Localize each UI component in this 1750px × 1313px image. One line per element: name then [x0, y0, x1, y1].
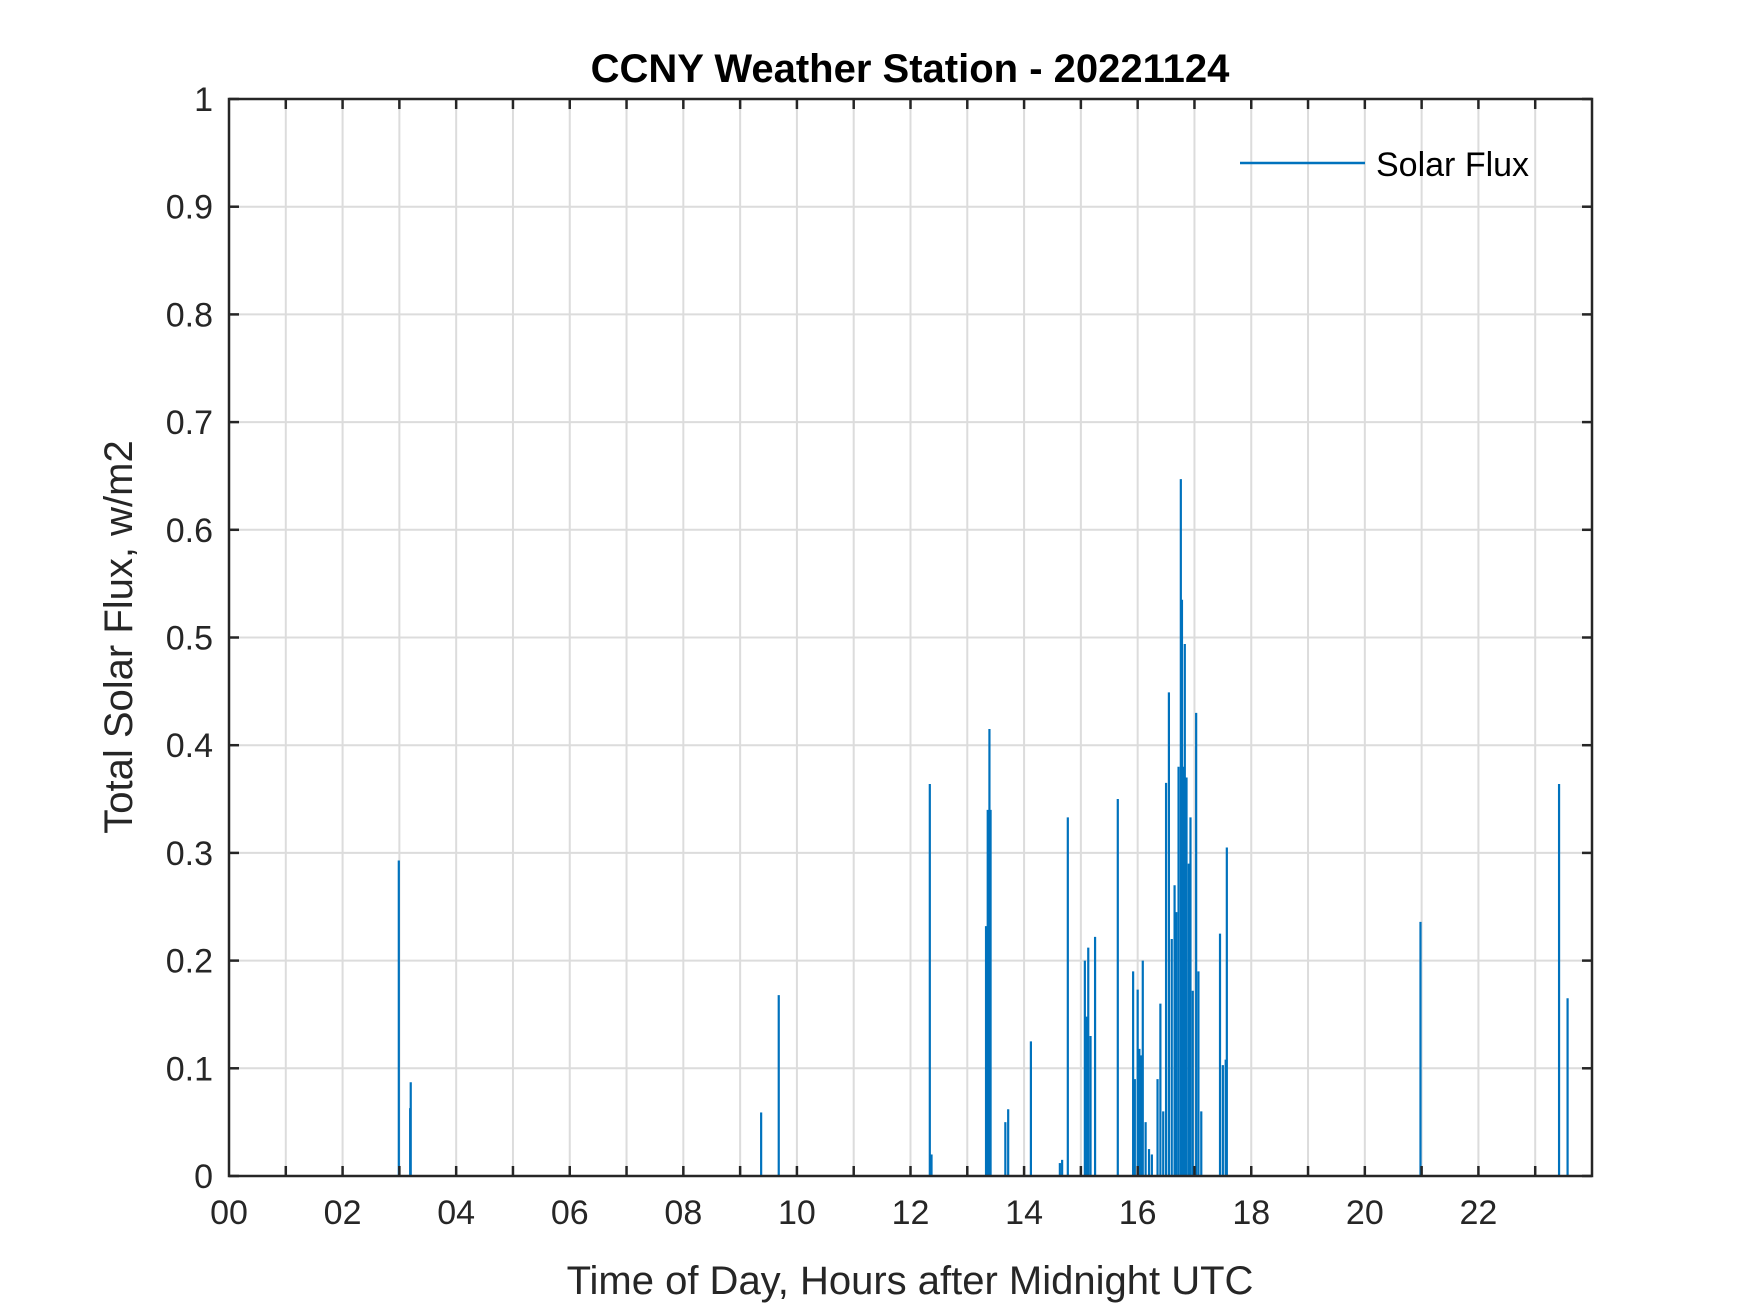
chart-title: CCNY Weather Station - 20221124 — [591, 47, 1231, 91]
x-tick-label: 18 — [1232, 1194, 1270, 1232]
y-tick-label: 0.6 — [166, 512, 213, 550]
x-axis-label: Time of Day, Hours after Midnight UTC — [567, 1259, 1254, 1303]
x-tick-label: 00 — [210, 1194, 248, 1232]
y-tick-label: 0.4 — [166, 727, 213, 765]
x-tick-label: 16 — [1119, 1194, 1157, 1232]
x-tick-label: 12 — [892, 1194, 930, 1232]
x-tick-label: 10 — [778, 1194, 816, 1232]
x-tick-label: 08 — [664, 1194, 702, 1232]
y-tick-label: 0.5 — [166, 620, 213, 658]
x-tick-label: 06 — [551, 1194, 589, 1232]
y-tick-label: 0.8 — [166, 296, 213, 334]
y-tick-label: 0.1 — [166, 1050, 213, 1088]
y-tick-label: 0.2 — [166, 943, 213, 981]
y-tick-label: 0.9 — [166, 189, 213, 227]
y-axis-label: Total Solar Flux, w/m2 — [97, 440, 141, 833]
grid — [229, 99, 1592, 1176]
legend: Solar Flux — [1240, 146, 1529, 184]
y-tick-label: 0 — [194, 1158, 213, 1196]
y-tick-label: 0.7 — [166, 404, 213, 442]
x-tick-label: 02 — [324, 1194, 362, 1232]
x-tick-label: 22 — [1460, 1194, 1498, 1232]
legend-label-solar-flux: Solar Flux — [1376, 146, 1529, 184]
x-tick-label: 04 — [437, 1194, 475, 1232]
x-tick-label: 20 — [1346, 1194, 1384, 1232]
y-tick-label: 0.3 — [166, 835, 213, 873]
ticks: 00 02 04 06 08 10 12 14 16 18 20 22 0 0.1 0.2 0.3 0.4 0.5… — [166, 81, 1592, 1232]
x-tick-label: 14 — [1005, 1194, 1043, 1232]
y-tick-label: 1 — [194, 81, 213, 119]
